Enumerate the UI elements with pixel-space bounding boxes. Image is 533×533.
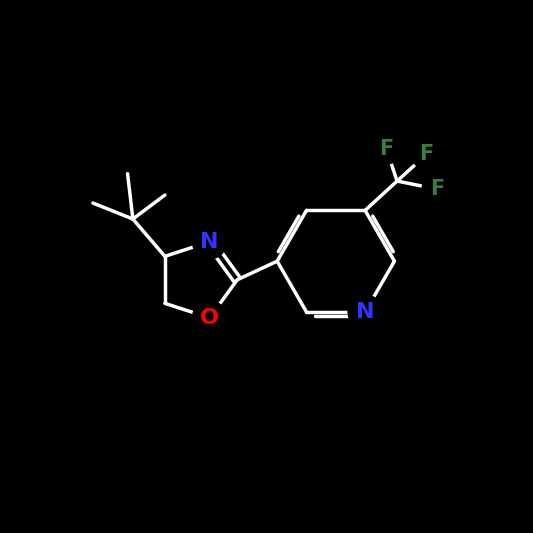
Circle shape [411, 140, 441, 169]
Circle shape [372, 134, 401, 164]
Text: N: N [200, 232, 219, 252]
Text: F: F [430, 179, 444, 199]
Circle shape [192, 301, 227, 335]
Text: O: O [200, 308, 219, 328]
Circle shape [422, 174, 452, 204]
Text: F: F [379, 139, 393, 159]
Circle shape [192, 225, 227, 259]
Circle shape [348, 295, 382, 329]
Text: F: F [419, 144, 433, 164]
Text: N: N [356, 302, 374, 322]
